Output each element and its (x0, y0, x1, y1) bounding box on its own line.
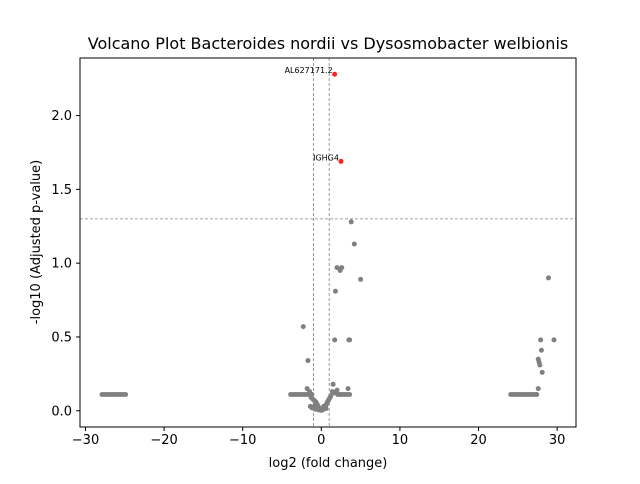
data-point (358, 276, 364, 282)
data-point (545, 275, 551, 281)
data-point (347, 337, 353, 343)
data-point (345, 386, 351, 392)
x-tick-label: −30 (72, 433, 99, 448)
y-tick-label: 0.5 (51, 330, 72, 345)
data-point (539, 369, 545, 375)
x-tick-label: 30 (549, 433, 566, 448)
y-tick-label: 0.0 (51, 404, 72, 419)
data-point (538, 347, 544, 353)
x-tick-label: −20 (150, 433, 177, 448)
significant-data-point (338, 158, 344, 164)
data-point (305, 358, 311, 364)
data-point (330, 381, 336, 387)
data-point (123, 392, 129, 398)
data-point (348, 219, 354, 225)
point-annotation: AL627171.2 (285, 66, 333, 75)
data-point (538, 337, 544, 343)
plot-area: AL627171.2 IGHG4 −30 −20 −10 0 10 20 30 0.0 0.5 1.0… (51, 57, 577, 448)
data-point (300, 324, 306, 330)
y-axis-label: -log10 (Adjusted p-value) (29, 160, 44, 324)
point-annotation: IGHG4 (313, 153, 339, 162)
data-point (332, 337, 338, 343)
x-tick-label: −10 (229, 433, 256, 448)
data-point (307, 389, 313, 395)
data-point (339, 265, 345, 271)
chart-title: Volcano Plot Bacteroides nordii vs Dysos… (88, 34, 568, 53)
data-point (537, 362, 543, 368)
x-tick-label: 0 (317, 433, 325, 448)
data-point (534, 392, 540, 398)
data-point (323, 406, 329, 412)
y-tick-label: 1.5 (51, 183, 72, 198)
x-axis-label: log2 (fold change) (269, 456, 388, 471)
data-point (535, 386, 541, 392)
data-point (334, 265, 340, 271)
axes-frame (79, 57, 577, 428)
data-point (332, 288, 338, 294)
data-point (351, 241, 357, 247)
data-point (328, 393, 334, 399)
significant-data-point (332, 71, 338, 77)
data-point (551, 337, 557, 343)
x-tick-label: 20 (470, 433, 487, 448)
x-tick-label: 10 (392, 433, 409, 448)
y-tick-label: 1.0 (51, 257, 72, 272)
data-point (329, 389, 335, 395)
y-tick-label: 2.0 (51, 109, 72, 124)
data-point (347, 392, 353, 398)
